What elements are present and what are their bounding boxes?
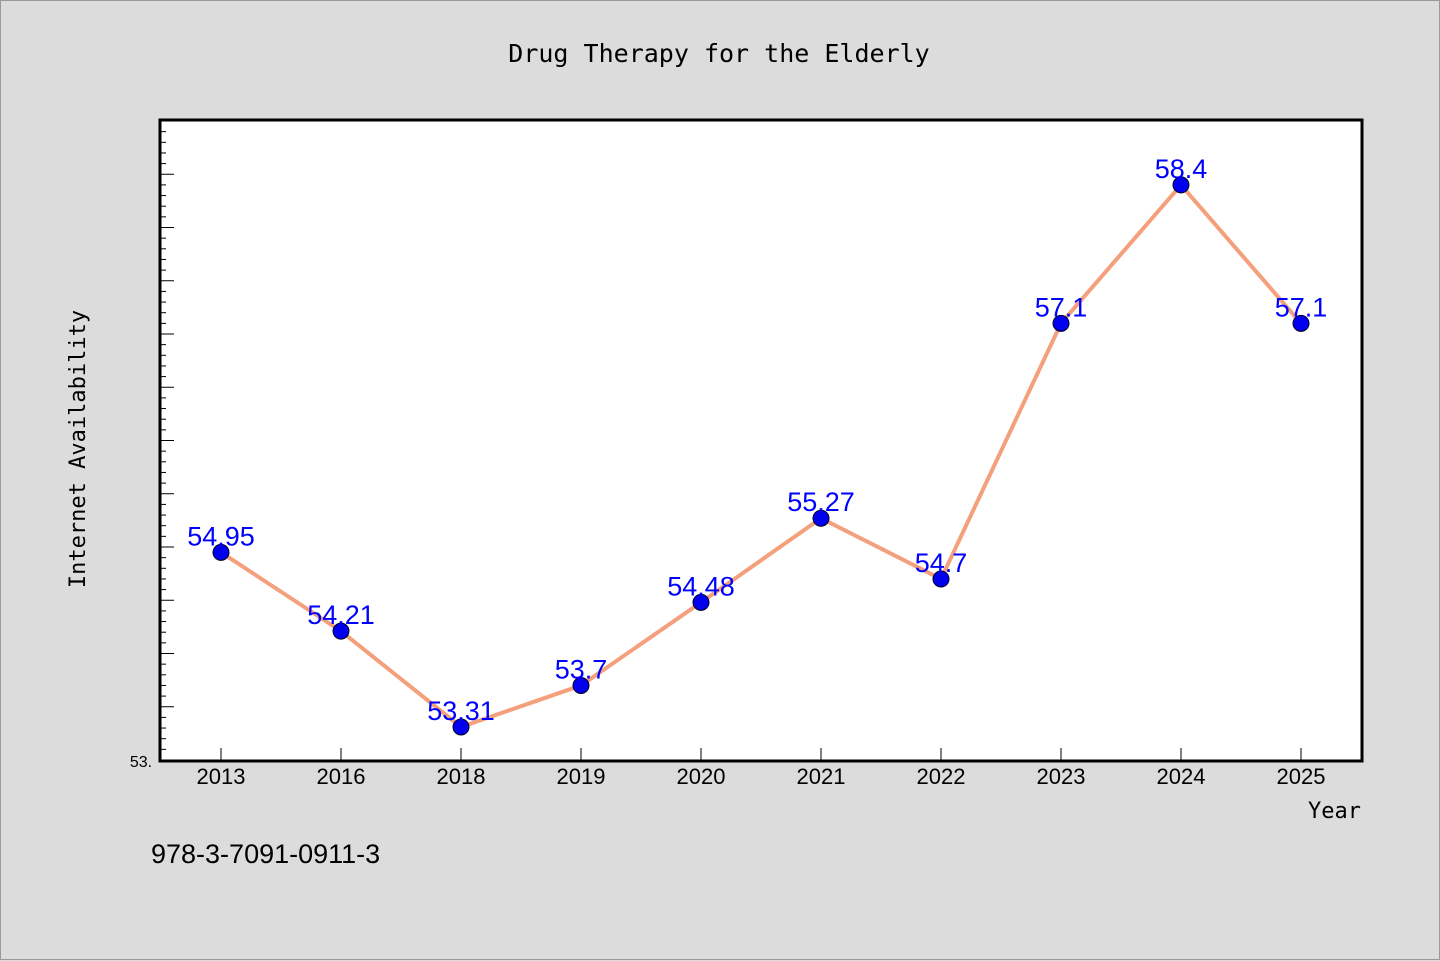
x-tick-label: 2020 <box>677 764 726 789</box>
data-label: 54.48 <box>667 571 735 601</box>
x-tick-label: 2021 <box>797 764 846 789</box>
series-markers <box>212 176 1310 736</box>
x-tick-label: 2019 <box>557 764 606 789</box>
data-point <box>212 543 230 561</box>
x-tick-label: 2024 <box>1157 764 1206 789</box>
plot-area <box>158 118 1364 763</box>
data-point <box>1052 314 1070 332</box>
x-tick-label: 2018 <box>437 764 486 789</box>
data-label: 57.1 <box>1035 292 1088 322</box>
x-axis-label: Year <box>1308 799 1361 824</box>
x-tick-label: 2023 <box>1037 764 1086 789</box>
y-axis-ticks <box>161 120 174 761</box>
x-axis-tick-labels: 2013 2016 2018 2019 2020 2021 2022 2023 2024 2025 <box>197 764 1326 789</box>
data-label: 57.1 <box>1275 292 1328 322</box>
data-labels: 54.95 54.21 53.31 53.7 54.48 55.27 54.7 57.1 58.… <box>187 154 1327 726</box>
data-label: 58.4 <box>1155 154 1208 184</box>
data-label: 54.95 <box>187 521 255 551</box>
data-point <box>572 676 590 694</box>
data-point <box>332 622 350 640</box>
data-label: 54.7 <box>915 548 968 578</box>
x-tick-label: 2025 <box>1277 764 1326 789</box>
data-label: 55.27 <box>787 487 855 517</box>
x-axis-ticks <box>220 748 1302 760</box>
data-label: 54.21 <box>307 600 375 630</box>
x-tick-label: 2022 <box>917 764 966 789</box>
data-point <box>1172 176 1190 194</box>
series-line <box>219 182 1303 729</box>
data-point <box>932 570 950 588</box>
data-point <box>812 509 830 527</box>
x-tick-label: 2013 <box>197 764 246 789</box>
chart-title: Drug Therapy for the Elderly <box>508 39 929 68</box>
data-label: 53.7 <box>555 654 608 684</box>
data-point <box>1292 314 1310 332</box>
data-point <box>692 593 710 611</box>
y-axis-label: Internet Availability <box>66 310 91 588</box>
y-tick-label: 53. <box>130 754 152 771</box>
isbn-text: 978-3-7091-0911-3 <box>151 839 380 869</box>
data-point <box>452 718 470 736</box>
x-tick-label: 2016 <box>317 764 366 789</box>
data-label: 53.31 <box>427 696 495 726</box>
